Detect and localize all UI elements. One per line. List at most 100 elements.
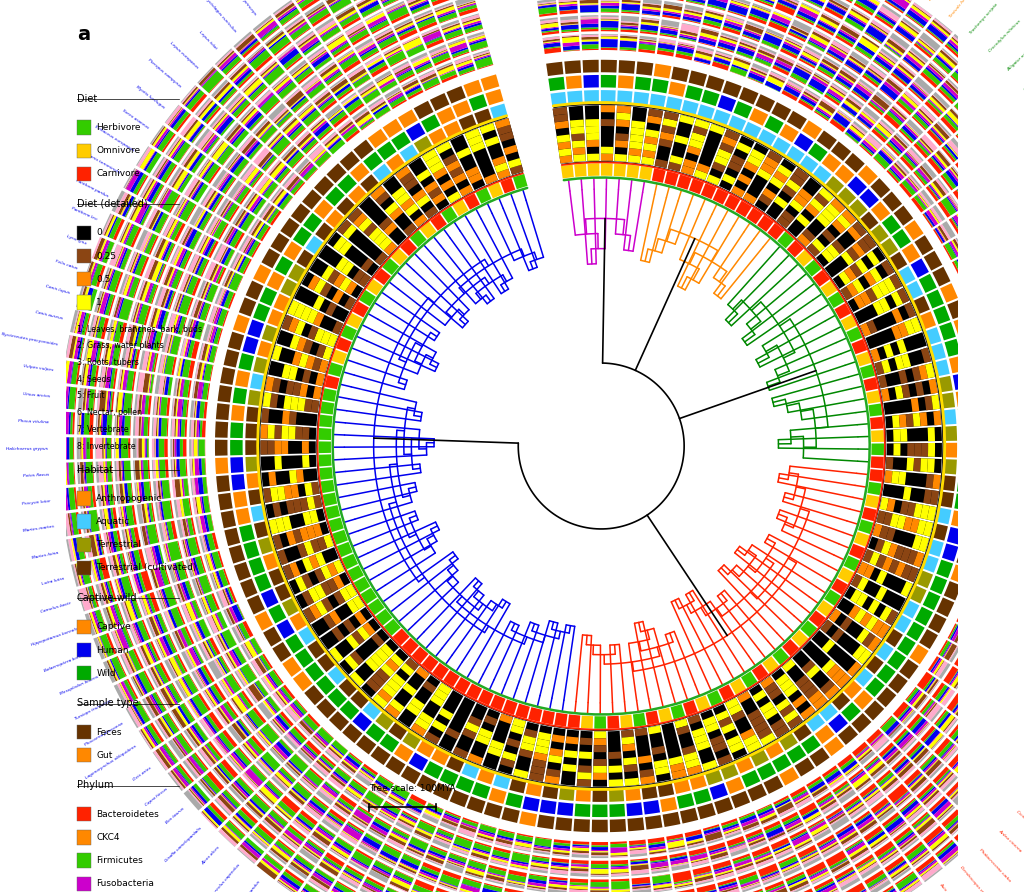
Wedge shape [275,111,290,125]
Wedge shape [198,516,203,533]
Wedge shape [113,296,120,317]
Wedge shape [948,816,965,831]
Wedge shape [422,862,441,872]
Wedge shape [835,78,851,90]
Wedge shape [610,844,627,847]
Wedge shape [529,873,547,877]
Wedge shape [839,828,856,840]
Wedge shape [802,855,820,865]
Wedge shape [970,274,978,290]
Wedge shape [784,817,801,827]
Wedge shape [932,836,949,851]
Wedge shape [925,702,936,716]
Wedge shape [870,733,884,747]
Wedge shape [197,99,212,117]
Wedge shape [439,69,455,76]
Wedge shape [127,552,132,572]
Wedge shape [1022,318,1024,336]
Wedge shape [898,833,915,847]
Wedge shape [217,328,223,344]
Wedge shape [620,41,637,48]
Wedge shape [397,867,415,876]
Wedge shape [180,519,185,537]
Wedge shape [210,326,217,343]
Wedge shape [228,62,245,78]
Wedge shape [930,657,941,673]
Wedge shape [94,341,99,362]
Wedge shape [877,687,896,707]
Wedge shape [165,634,176,654]
Wedge shape [1004,324,1010,342]
Wedge shape [944,581,962,600]
Wedge shape [759,810,775,819]
Wedge shape [469,38,486,45]
Wedge shape [188,231,202,250]
Wedge shape [906,458,914,471]
Wedge shape [299,353,309,368]
Wedge shape [903,710,914,723]
Wedge shape [216,267,224,284]
Wedge shape [195,458,200,475]
Wedge shape [1009,607,1020,625]
Wedge shape [640,31,657,35]
Bar [77,515,91,529]
Wedge shape [1006,706,1021,726]
Wedge shape [610,863,629,866]
Wedge shape [970,710,983,726]
Wedge shape [1014,203,1024,221]
Wedge shape [294,285,349,322]
Wedge shape [833,863,851,874]
Wedge shape [232,99,250,118]
Wedge shape [345,98,362,113]
Wedge shape [611,866,629,870]
Wedge shape [913,779,928,793]
Wedge shape [169,335,174,353]
Wedge shape [841,286,853,301]
Wedge shape [289,731,302,745]
Wedge shape [195,420,197,437]
Wedge shape [211,593,220,610]
Wedge shape [669,847,685,851]
Wedge shape [814,73,829,84]
Wedge shape [305,235,325,255]
Wedge shape [204,619,211,635]
Wedge shape [961,128,976,146]
Wedge shape [279,877,299,892]
Wedge shape [210,219,220,235]
Wedge shape [229,96,245,113]
Wedge shape [846,128,861,142]
Wedge shape [909,744,923,758]
Wedge shape [220,120,236,136]
Wedge shape [701,90,720,106]
Wedge shape [980,291,988,307]
Wedge shape [362,88,378,99]
Wedge shape [999,186,1012,203]
Wedge shape [162,746,175,764]
Wedge shape [326,505,340,519]
Wedge shape [162,635,173,655]
Wedge shape [82,364,86,385]
Wedge shape [947,79,963,95]
Wedge shape [856,119,870,129]
Wedge shape [977,201,988,217]
Wedge shape [223,249,234,266]
Wedge shape [156,692,167,711]
Wedge shape [928,540,944,557]
Wedge shape [177,654,187,673]
Wedge shape [946,196,957,211]
Wedge shape [943,746,956,760]
Wedge shape [301,777,316,791]
Wedge shape [259,60,275,75]
Wedge shape [863,377,879,392]
Wedge shape [717,149,731,160]
Wedge shape [127,652,137,672]
Wedge shape [265,207,275,221]
Wedge shape [798,845,817,858]
Wedge shape [857,83,872,95]
Wedge shape [249,558,265,575]
Wedge shape [499,131,514,142]
Wedge shape [200,497,204,514]
Wedge shape [119,222,129,242]
Wedge shape [258,790,273,805]
Wedge shape [928,427,935,442]
